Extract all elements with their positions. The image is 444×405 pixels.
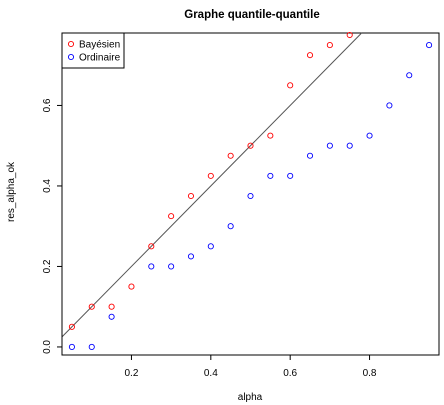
legend: Bayésien Ordinaire [61,32,125,69]
data-point-bayesien [207,172,214,179]
data-point-bayesien [227,152,234,159]
x-tick-label: 0.8 [363,368,377,379]
legend-marker-ordinaire [67,53,75,61]
data-point-bayesien [326,42,333,49]
reference-line-layer [61,32,362,338]
data-point-bayesien [88,303,95,310]
data-point-ordinaire [326,142,333,149]
y-tick-label: 0.2 [42,259,53,273]
x-tick-label: 0.2 [124,368,138,379]
y-axis: 0.0 0.2 0.4 0.6 [42,98,63,354]
data-point-bayesien [287,82,294,89]
data-point-bayesien [128,283,135,290]
legend-label-bayesien: Bayésien [79,40,120,51]
data-point-bayesien [247,142,254,149]
x-tick-label: 0.4 [204,368,218,379]
data-point-ordinaire [247,192,254,200]
data-point-ordinaire [108,313,115,320]
data-point-ordinaire [306,152,314,159]
data-point-bayesien [187,192,195,200]
plot-area-box [61,32,440,356]
data-point-ordinaire [88,343,95,351]
data-point-ordinaire [366,132,373,139]
data-point-bayesien [267,132,274,139]
data-point-ordinaire [168,263,175,270]
data-point-ordinaire [227,223,234,230]
reference-line [61,32,362,338]
data-point-ordinaire [267,172,274,179]
data-point-bayesien [346,31,353,39]
data-point-ordinaire [287,172,294,179]
x-tick-label: 0.6 [283,368,297,379]
y-tick-label: 0.6 [42,98,53,112]
y-tick-label: 0.0 [42,340,53,354]
data-point-bayesien [68,323,75,330]
data-point-ordinaire [187,253,195,260]
legend-label-ordinaire: Ordinaire [79,53,121,64]
data-point-ordinaire [68,343,75,351]
data-point-ordinaire [386,102,393,109]
data-point-ordinaire [346,142,353,149]
data-points-layer [68,31,433,351]
y-tick-label: 0.4 [42,179,53,193]
data-point-ordinaire [406,72,413,79]
legend-marker-bayesien [67,40,75,48]
data-point-bayesien [108,303,115,310]
data-point-ordinaire [207,243,214,250]
data-point-bayesien [168,213,175,220]
data-point-bayesien [148,243,155,250]
x-axis-label: alpha [238,392,263,403]
y-axis-label: res_alpha_ok [6,161,17,222]
x-axis: 0.2 0.4 0.6 0.8 [124,354,377,379]
chart-title: Graphe quantile-quantile [184,9,319,21]
data-point-bayesien [306,52,314,59]
legend-box [61,32,125,69]
data-point-ordinaire [426,42,433,49]
data-point-ordinaire [148,263,155,270]
